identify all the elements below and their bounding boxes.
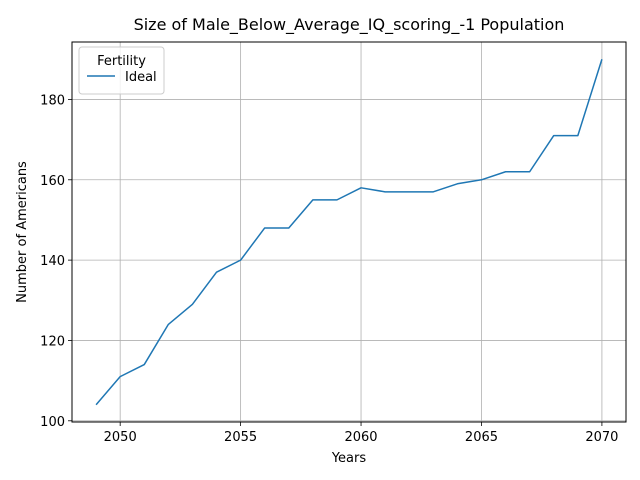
y-tick-label: 100	[40, 415, 65, 430]
x-axis-label: Years	[331, 451, 367, 466]
series-layer	[95, 59, 603, 406]
x-tick-label: 2070	[585, 430, 618, 445]
y-tick-label: 140	[40, 254, 65, 269]
x-tick-label: 2060	[344, 430, 377, 445]
y-tick-label: 160	[40, 174, 65, 189]
x-tick-label: 2065	[465, 430, 498, 445]
y-axis-label: Number of Americans	[15, 161, 30, 303]
x-axis-ticks: 2050 2055 2060 2065 2070	[104, 422, 618, 445]
legend-label-ideal: Ideal	[125, 70, 157, 85]
axes-frame	[71, 41, 627, 423]
chart-title: Size of Male_Below_Average_IQ_scoring_-1…	[134, 15, 565, 35]
x-tick-label: 2050	[104, 430, 137, 445]
legend-box	[78, 46, 165, 95]
legend-title: Fertility	[97, 54, 146, 69]
legend-entries: Ideal	[87, 70, 157, 85]
x-tick-label: 2055	[224, 430, 257, 445]
legend: Fertility Ideal	[78, 46, 165, 95]
y-axis-ticks: 100 120 140 160 180	[40, 93, 72, 430]
grid-lines	[72, 42, 626, 422]
y-tick-label: 180	[40, 93, 65, 108]
y-tick-label: 120	[40, 334, 65, 349]
series-line-ideal	[95, 59, 603, 406]
